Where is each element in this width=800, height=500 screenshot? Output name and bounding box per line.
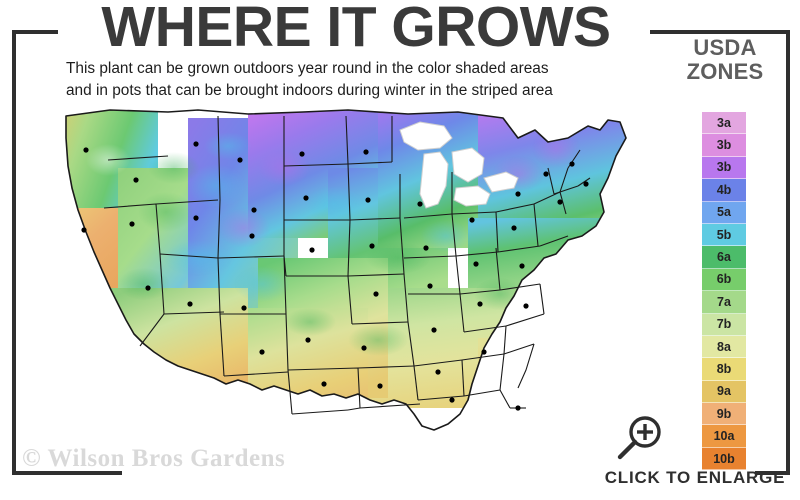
state-boundaries <box>103 115 591 415</box>
legend-swatch-8a-10: 8a <box>702 335 746 359</box>
frame-top-right <box>650 30 790 34</box>
usda-zone-legend: 3a 3b 3b 4b 5a 5b 6a 6b 7a 7b 8a 8b 9a 9b 10a 10b <box>702 112 746 471</box>
city-markers <box>81 141 589 411</box>
frame-top-left <box>12 30 58 34</box>
legend-title-line-2: ZONES <box>686 59 764 84</box>
magnifier-plus-icon[interactable] <box>612 415 668 463</box>
subtitle-line-2: and in pots that can be brought indoors … <box>66 82 553 99</box>
frame-bottom-left <box>12 471 122 475</box>
copyright-watermark: © Wilson Bros Gardens <box>22 445 286 472</box>
hardiness-zone-map[interactable] <box>48 108 648 458</box>
frame-bottom-right <box>755 471 790 475</box>
legend-swatch-6a-6: 6a <box>702 246 746 269</box>
legend-swatch-3a-0: 3a <box>702 112 746 135</box>
legend-swatch-5b-5: 5b <box>702 223 746 247</box>
page-title: WHERE IT GROWS <box>101 0 611 59</box>
legend-swatch-9a-12: 9a <box>702 380 746 404</box>
legend-swatch-10a-14: 10a <box>702 425 746 448</box>
magnifier-svg <box>617 416 661 460</box>
country-outline <box>65 109 627 431</box>
legend-swatch-3b-2: 3b <box>702 156 746 180</box>
legend-title: USDA ZONES <box>662 36 788 84</box>
legend-swatch-7b-9: 7b <box>702 313 746 336</box>
legend-swatch-10b-15: 10b <box>702 447 746 471</box>
legend-swatch-8b-11: 8b <box>702 358 746 381</box>
frame-left-edge <box>12 30 16 475</box>
click-to-enlarge-label[interactable]: CLICK TO ENLARGE <box>604 468 786 487</box>
legend-swatch-3b-1: 3b <box>702 134 746 157</box>
legend-swatch-4b-3: 4b <box>702 179 746 202</box>
frame-right-edge <box>786 30 790 475</box>
legend-swatch-6b-7: 6b <box>702 268 746 292</box>
subtitle-line-1: This plant can be grown outdoors year ro… <box>66 60 549 77</box>
legend-title-line-1: USDA <box>693 35 757 60</box>
legend-swatch-5a-4: 5a <box>702 201 746 224</box>
page-subtitle: This plant can be grown outdoors year ro… <box>66 58 626 102</box>
legend-swatch-7a-8: 7a <box>702 291 746 314</box>
map-svg <box>65 109 627 431</box>
legend-swatch-9b-13: 9b <box>702 403 746 426</box>
great-lakes <box>399 121 519 209</box>
